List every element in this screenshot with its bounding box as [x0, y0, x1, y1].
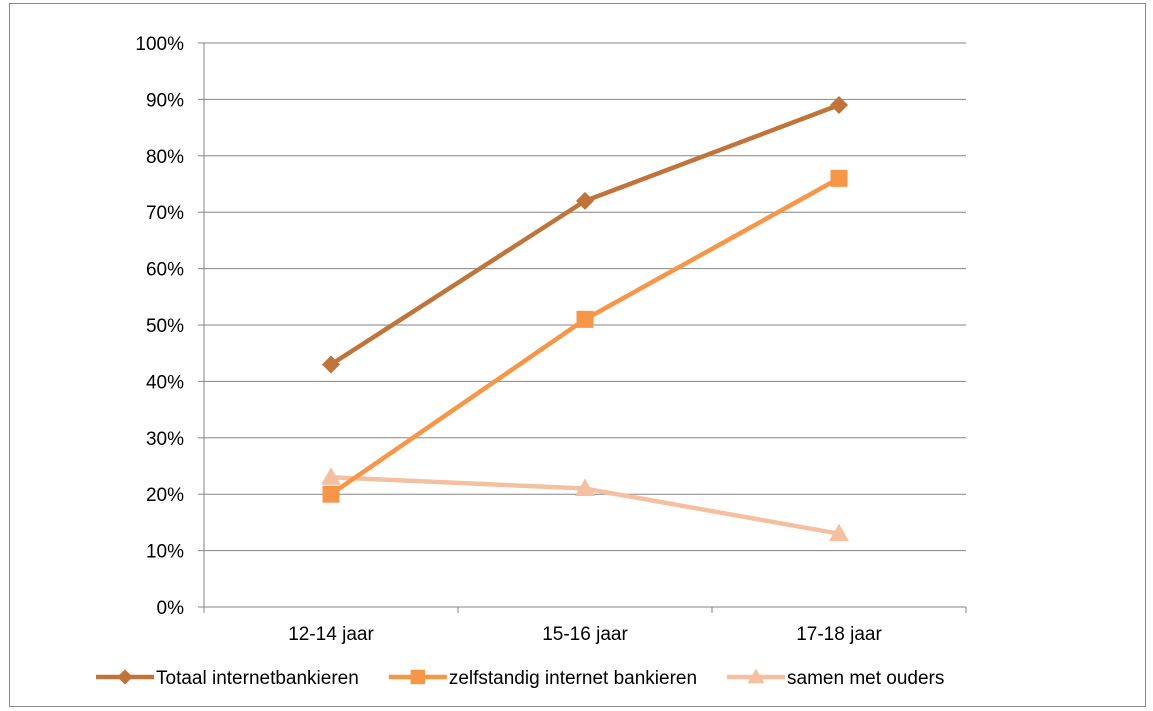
- data-point: [829, 523, 849, 542]
- data-point: [575, 478, 595, 497]
- legend-marker: [410, 669, 426, 685]
- axes: [198, 42, 967, 613]
- series-group: [321, 467, 849, 542]
- legend-label: zelfstandig internet bankieren: [449, 668, 697, 689]
- y-tick-label: 80%: [146, 147, 184, 168]
- y-tick-label: 10%: [146, 542, 184, 563]
- x-tick-labels: 12-14 jaar 15-16 jaar 17-18 jaar: [288, 624, 882, 645]
- data-point: [830, 96, 848, 115]
- data-point: [322, 355, 340, 374]
- legend: Totaal internetbankieren zelfstandig inte…: [96, 668, 944, 689]
- data-point: [576, 191, 594, 210]
- y-tick-label: 90%: [146, 90, 184, 111]
- data-point: [576, 310, 594, 328]
- legend-item: zelfstandig internet bankieren: [388, 668, 697, 689]
- y-tick-label: 60%: [146, 260, 184, 281]
- y-tick-label: 30%: [146, 429, 184, 450]
- series-group: [322, 169, 848, 503]
- y-tick-labels: 0% 10% 20% 30% 40% 50% 60% 70% 80% 90% 100%: [135, 34, 184, 619]
- legend-item: samen met ouders: [727, 668, 944, 689]
- series-line: [329, 176, 841, 497]
- data-point: [830, 169, 848, 187]
- data-point: [321, 467, 341, 485]
- data-point: [322, 485, 340, 503]
- y-tick-label: 0%: [157, 598, 185, 619]
- y-tick-label: 70%: [146, 203, 184, 224]
- y-tick-label: 20%: [146, 485, 184, 506]
- legend-label: samen met ouders: [787, 668, 944, 689]
- legend-marker: [747, 668, 765, 684]
- x-tick-label: 12-14 jaar: [288, 624, 374, 645]
- y-tick-label: 40%: [146, 372, 184, 393]
- legend-marker: [117, 669, 133, 685]
- series: [321, 96, 849, 542]
- legend-item: Totaal internetbankieren: [96, 668, 359, 689]
- legend-label: Totaal internetbankieren: [156, 668, 359, 689]
- x-tick-label: 17-18 jaar: [796, 624, 882, 645]
- y-tick-label: 50%: [146, 316, 184, 337]
- chart-frame: [9, 3, 1146, 707]
- gridlines: [204, 42, 966, 552]
- x-tick-label: 15-16 jaar: [542, 624, 628, 645]
- y-tick-label: 100%: [135, 34, 184, 55]
- series-group: [322, 96, 848, 374]
